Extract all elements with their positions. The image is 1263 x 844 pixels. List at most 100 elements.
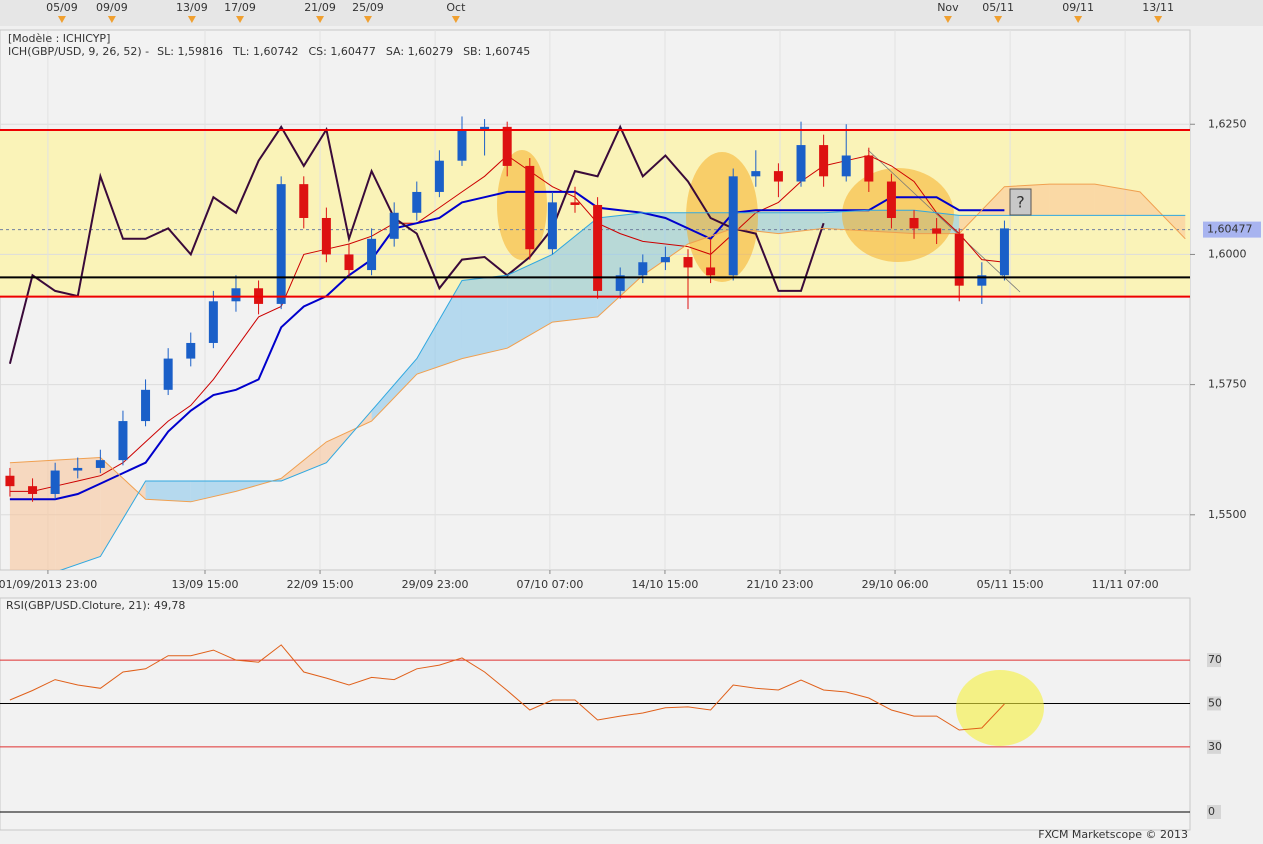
- candle-body: [683, 257, 693, 268]
- annotation: ?: [1016, 193, 1025, 212]
- top-date-label: 13/11: [1142, 1, 1174, 14]
- legend-entry: TL: 1,60742: [232, 45, 299, 58]
- candle-body: [412, 191, 422, 213]
- candle-body: [796, 145, 806, 182]
- candle-body: [141, 389, 151, 422]
- candle-body: [5, 475, 15, 487]
- legend-entry: SB: 1,60745: [463, 45, 530, 58]
- cloud-segment: [371, 358, 417, 422]
- indicator-label: ICH(GBP/USD, 9, 26, 52) -: [8, 45, 149, 58]
- candle-body: [73, 467, 83, 471]
- candle-body: [932, 228, 942, 234]
- date-marker: [943, 16, 952, 23]
- last-price-box: [1203, 221, 1261, 238]
- candle-body: [999, 228, 1009, 276]
- candle-body: [547, 202, 557, 250]
- candle-body: [367, 238, 377, 271]
- cloud-segment: [461, 275, 508, 359]
- candle-body: [570, 202, 580, 205]
- candle-body: [502, 126, 512, 166]
- candle-body: [773, 171, 783, 182]
- x-tick-label: 29/10 06:00: [862, 578, 929, 591]
- model-label: [Modèle : ICHICYP]: [8, 32, 110, 45]
- candle-body: [841, 155, 851, 177]
- x-tick-label: 29/09 23:00: [402, 578, 469, 591]
- date-marker: [187, 16, 196, 23]
- y-tick-box: [1207, 696, 1221, 711]
- candle-body: [276, 184, 286, 304]
- date-marker: [57, 16, 66, 23]
- date-marker: [1074, 16, 1083, 23]
- cloud-segment: [1049, 184, 1095, 216]
- candle-body: [208, 301, 218, 343]
- candle-body: [615, 275, 625, 291]
- candle-body: [163, 358, 173, 390]
- top-date-label: Nov: [937, 1, 959, 14]
- candle-body: [118, 421, 128, 461]
- y-tick-label: 50: [1208, 696, 1222, 709]
- y-tick-label: 0: [1208, 805, 1215, 818]
- last-price-label: 1,60477: [1207, 223, 1253, 236]
- candle-body: [434, 160, 444, 192]
- y-tick-label: 70: [1208, 653, 1222, 666]
- candle-body: [886, 181, 896, 218]
- date-marker: [107, 16, 116, 23]
- y-tick-label: 1,6250: [1208, 117, 1247, 130]
- date-marker: [363, 16, 372, 23]
- top-date-label: 05/11: [982, 1, 1014, 14]
- cloud-segment: [100, 457, 146, 557]
- candle-body: [593, 204, 603, 291]
- highlight-ellipse: [497, 150, 547, 260]
- candle-body: [344, 254, 354, 271]
- candle-body: [864, 155, 874, 182]
- y-tick-label: 1,6000: [1208, 247, 1247, 260]
- x-tick-label: 11/11 07:00: [1092, 578, 1159, 591]
- cloud-segment: [190, 480, 236, 502]
- cloud-segment: [597, 212, 643, 317]
- date-marker: [236, 16, 245, 23]
- indicator-line: [9, 190, 1005, 501]
- candle-body: [186, 342, 196, 359]
- top-date-label: 09/11: [1062, 1, 1094, 14]
- footer: FXCM Marketscope © 2013: [1038, 828, 1188, 841]
- candle-body: [954, 233, 964, 286]
- date-marker: [316, 16, 325, 23]
- legend-entry: SA: 1,60279: [386, 45, 453, 58]
- cloud-segment: [9, 460, 56, 570]
- y-tick-box: [1207, 653, 1221, 668]
- highlight-ellipse: [842, 168, 954, 262]
- indicator-line: [8, 124, 825, 365]
- y-tick-box: [1207, 739, 1221, 754]
- candle-body: [525, 165, 535, 250]
- indicator-line: [9, 183, 1186, 503]
- candle-body: [299, 184, 309, 218]
- top-date-label: 25/09: [352, 1, 384, 14]
- cloud-segment: [778, 212, 824, 234]
- candle-body: [909, 217, 919, 229]
- candle-body: [50, 470, 60, 494]
- candle-body: [231, 288, 241, 302]
- x-tick-label: 22/09 15:00: [287, 578, 354, 591]
- candle-body: [321, 217, 331, 255]
- date-marker: [451, 16, 460, 23]
- x-tick-label: 14/10 15:00: [632, 578, 699, 591]
- x-tick-label: 21/10 23:00: [747, 578, 814, 591]
- indicator-line: [9, 644, 1005, 731]
- y-tick-label: 1,5500: [1208, 508, 1247, 521]
- x-tick-label: 07/10 07:00: [516, 578, 583, 591]
- candle-body: [389, 212, 399, 239]
- candle-body: [480, 126, 490, 130]
- candle-body: [638, 262, 648, 276]
- candle-body: [457, 129, 467, 161]
- main-plot: [0, 30, 1190, 570]
- cloud-segment: [55, 457, 101, 570]
- highlight-ellipse: [686, 152, 758, 282]
- top-date-label: Oct: [446, 1, 466, 14]
- date-marker: [994, 16, 1003, 23]
- x-tick-label: 01/09/2013 23:00: [0, 578, 97, 591]
- candle-body: [28, 486, 38, 494]
- rsi-title: RSI(GBP/USD.Cloture, 21): 49,78: [6, 599, 185, 612]
- date-marker: [1154, 16, 1163, 23]
- top-date-label: 05/09: [46, 1, 78, 14]
- top-date-label: 09/09: [96, 1, 128, 14]
